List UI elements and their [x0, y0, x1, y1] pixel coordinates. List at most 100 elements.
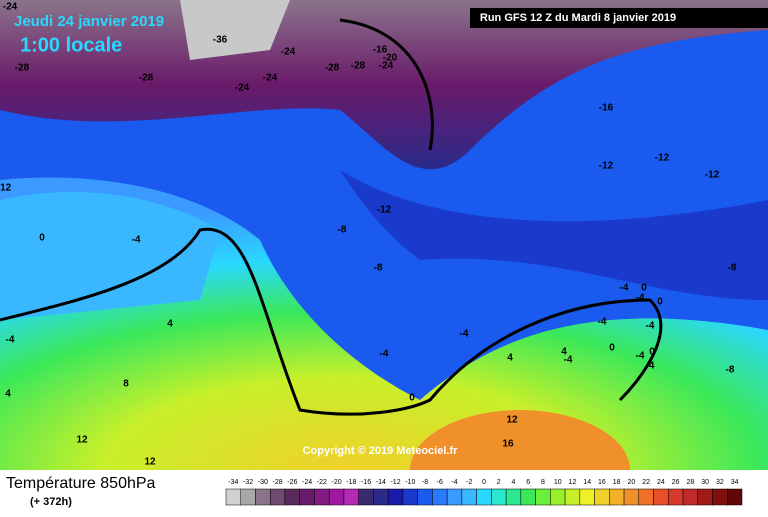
- contour-label: 16: [502, 439, 514, 450]
- legend-tick-label: 24: [657, 479, 665, 486]
- contour-label: -36: [213, 35, 228, 46]
- legend-swatch: [505, 488, 522, 506]
- legend-swatch: [476, 488, 492, 506]
- legend-swatch: [225, 488, 241, 506]
- contour-label: -4: [646, 361, 655, 372]
- contour-label: 0: [649, 347, 655, 358]
- legend-tick-label: 12: [569, 479, 577, 486]
- legend-swatch: [550, 488, 566, 506]
- legend-swatch: [328, 488, 345, 506]
- contour-label: -4: [620, 283, 629, 294]
- legend-tick-label: 6: [526, 479, 530, 486]
- contour-label: -24: [379, 61, 394, 72]
- legend-tick-label: 14: [583, 479, 591, 486]
- legend-swatch: [446, 488, 463, 506]
- legend-tick-label: -6: [437, 479, 443, 486]
- cyan-region: [0, 191, 220, 320]
- contour-label: -4: [636, 293, 645, 304]
- contour-label: 4: [5, 389, 11, 400]
- date: Jeudi 24 janvier 2019: [14, 13, 164, 30]
- footer-title: Température 850hPa: [6, 475, 156, 492]
- contour-label: -12: [599, 161, 614, 172]
- contour-label: 4: [507, 353, 513, 364]
- contour-label: -4: [6, 335, 15, 346]
- contour-label: -4: [460, 329, 469, 340]
- contour-label: -8: [726, 365, 735, 376]
- legend-swatch: [668, 488, 684, 506]
- legend-tick-label: 10: [554, 479, 562, 486]
- run-info: Run GFS 12 Z du Mardi 8 janvier 2019: [480, 12, 676, 24]
- contour-label: -4: [380, 349, 389, 360]
- legend-swatch: [682, 488, 699, 506]
- legend-swatch: [432, 488, 448, 506]
- contour-label: 0: [609, 343, 615, 354]
- legend-swatch: [358, 488, 374, 506]
- contour-label: -8: [374, 263, 383, 274]
- legend-swatch: [343, 488, 359, 506]
- run-box: [470, 8, 768, 28]
- legend-tick-label: -10: [405, 479, 415, 486]
- contour-label: -4: [598, 317, 607, 328]
- legend-swatch: [697, 488, 713, 506]
- legend-swatch: [712, 488, 728, 506]
- legend-swatch: [417, 488, 433, 506]
- legend-tick-label: -14: [376, 479, 386, 486]
- legend-swatch: [284, 488, 300, 506]
- contour-label: -12: [0, 183, 12, 194]
- contour-label: -24: [3, 2, 18, 13]
- contour-label: 12: [506, 415, 518, 426]
- cold-core: [180, 0, 290, 60]
- legend-tick-label: 0: [482, 479, 486, 486]
- contour-label: -4: [132, 235, 141, 246]
- legend-swatch: [240, 488, 256, 506]
- legend-tick-label: -12: [390, 479, 400, 486]
- legend-swatch: [564, 488, 581, 506]
- contour-label: -4: [646, 321, 655, 332]
- legend-tick-label: 16: [598, 479, 606, 486]
- contour-label: -12: [655, 153, 670, 164]
- legend-swatch: [623, 488, 640, 506]
- deep-blue: [340, 170, 768, 300]
- legend-tick-label: 2: [497, 479, 501, 486]
- legend-tick-label: -34: [228, 479, 238, 486]
- contour-label: -16: [599, 103, 614, 114]
- legend-swatch: [653, 488, 669, 506]
- contour-label: -4: [636, 351, 645, 362]
- legend-swatch: [387, 488, 404, 506]
- contour-label: -28: [351, 61, 366, 72]
- legend-tick-label: -18: [346, 479, 356, 486]
- legend-swatch: [638, 488, 654, 506]
- contour-label: -28: [15, 63, 30, 74]
- legend-tick-label: -30: [258, 479, 268, 486]
- contour-label: 0: [409, 393, 415, 404]
- legend-swatch: [299, 488, 315, 506]
- contour-label: 4: [167, 319, 173, 330]
- legend-tick-label: 18: [613, 479, 621, 486]
- legend-swatch: [594, 488, 610, 506]
- legend-tick-label: -16: [361, 479, 371, 486]
- legend-tick-label: -26: [287, 479, 297, 486]
- contour-label: -28: [325, 63, 340, 74]
- legend-tick-label: 30: [701, 479, 709, 486]
- legend-swatch: [269, 488, 286, 506]
- contour-label: -24: [263, 73, 278, 84]
- legend-swatch: [314, 488, 330, 506]
- contour-label: 0: [657, 297, 663, 308]
- contour-label: 0: [39, 233, 45, 244]
- contour-label: 12: [76, 435, 88, 446]
- contour-label: -12: [377, 205, 392, 216]
- contour-label: -8: [728, 263, 737, 274]
- legend-swatch: [255, 488, 271, 506]
- legend-swatch: [373, 488, 389, 506]
- isotherm: [339, 18, 434, 151]
- legend-swatch: [727, 488, 743, 506]
- contour-label: 0: [641, 283, 647, 294]
- legend-swatch: [402, 488, 418, 506]
- legend-tick-label: 26: [672, 479, 680, 486]
- legend-tick-label: -22: [317, 479, 327, 486]
- legend-swatch: [609, 488, 625, 506]
- legend-tick-label: 8: [541, 479, 545, 486]
- zero-isotherm: [0, 227, 663, 416]
- legend-tick-label: -20: [332, 479, 342, 486]
